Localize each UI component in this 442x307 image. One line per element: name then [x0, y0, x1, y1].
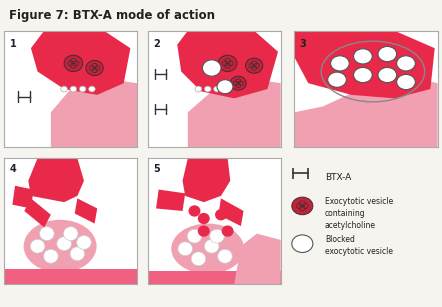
Circle shape [61, 86, 68, 92]
Circle shape [396, 56, 415, 71]
Polygon shape [188, 77, 281, 147]
Polygon shape [294, 75, 438, 147]
Circle shape [40, 227, 54, 241]
Text: BTX-A: BTX-A [325, 173, 351, 182]
Polygon shape [234, 234, 281, 284]
Text: Figure 7: BTX-A mode of action: Figure 7: BTX-A mode of action [9, 9, 215, 22]
Circle shape [223, 86, 230, 92]
Circle shape [378, 46, 396, 62]
Circle shape [205, 239, 219, 253]
Text: 3: 3 [300, 39, 306, 49]
Text: Exocytotic vesicle
containing
acetylcholine: Exocytotic vesicle containing acetylchol… [325, 197, 393, 230]
Circle shape [195, 86, 202, 92]
Circle shape [230, 76, 246, 90]
Polygon shape [148, 271, 281, 284]
Circle shape [396, 74, 415, 90]
Circle shape [89, 86, 95, 92]
Circle shape [57, 237, 72, 251]
Circle shape [189, 205, 201, 217]
Polygon shape [218, 198, 244, 226]
Circle shape [86, 60, 103, 76]
Polygon shape [183, 158, 230, 202]
Circle shape [214, 86, 221, 92]
Polygon shape [28, 158, 84, 202]
Circle shape [70, 247, 85, 261]
Circle shape [77, 235, 91, 249]
Circle shape [215, 209, 227, 220]
Polygon shape [177, 31, 278, 98]
Circle shape [30, 239, 45, 253]
Circle shape [210, 229, 225, 243]
Circle shape [191, 252, 206, 266]
Circle shape [64, 55, 83, 72]
Circle shape [70, 86, 77, 92]
Text: 1: 1 [10, 39, 16, 49]
Circle shape [218, 249, 232, 263]
Circle shape [354, 49, 372, 64]
Circle shape [178, 242, 193, 256]
Polygon shape [31, 31, 130, 95]
Polygon shape [294, 31, 435, 98]
Circle shape [80, 86, 86, 92]
Circle shape [198, 213, 210, 224]
Circle shape [218, 55, 237, 72]
Polygon shape [4, 269, 137, 284]
Text: 4: 4 [10, 165, 16, 174]
Polygon shape [24, 198, 51, 227]
Polygon shape [51, 77, 137, 147]
Ellipse shape [23, 220, 97, 273]
Circle shape [378, 68, 396, 83]
Circle shape [292, 235, 313, 252]
Circle shape [44, 249, 58, 263]
Text: 2: 2 [153, 39, 160, 49]
Circle shape [222, 225, 234, 237]
Circle shape [198, 225, 210, 237]
Ellipse shape [171, 223, 244, 274]
Circle shape [187, 229, 202, 243]
Text: Blocked
exocytotic vesicle: Blocked exocytotic vesicle [325, 235, 393, 256]
Polygon shape [12, 186, 34, 208]
Circle shape [331, 56, 349, 71]
Circle shape [64, 227, 78, 241]
Circle shape [354, 68, 372, 83]
Circle shape [292, 197, 313, 215]
Text: 5: 5 [153, 165, 160, 174]
Circle shape [205, 86, 211, 92]
Circle shape [328, 72, 347, 87]
Circle shape [246, 58, 263, 73]
Circle shape [202, 60, 221, 76]
Polygon shape [156, 190, 185, 211]
Polygon shape [75, 198, 97, 223]
Circle shape [217, 80, 233, 94]
